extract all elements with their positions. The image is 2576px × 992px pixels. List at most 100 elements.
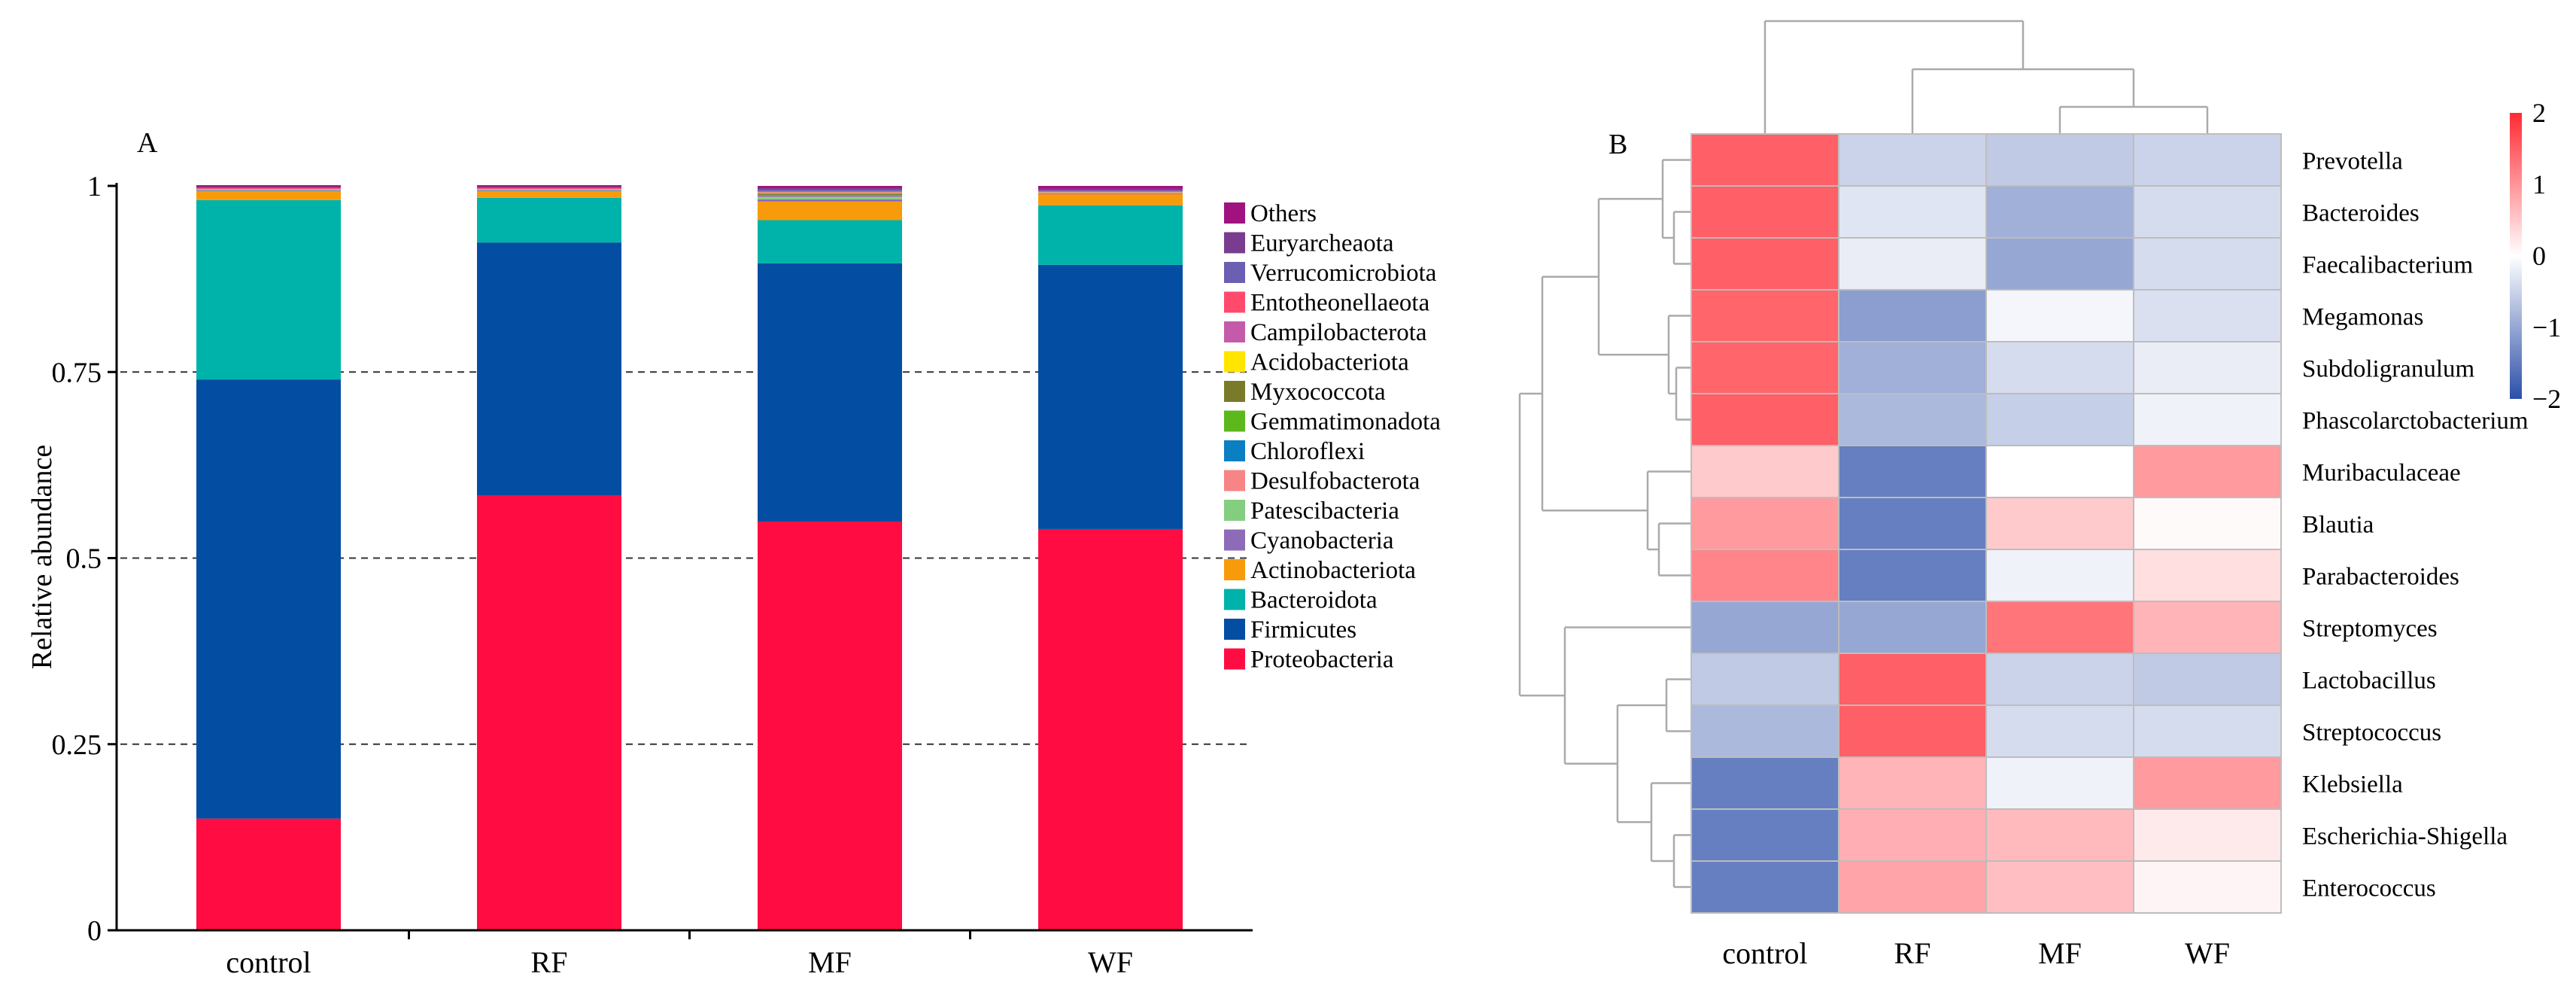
row-label: Muribaculaceae [2302, 460, 2461, 487]
bar-segment-cyanobacteria [196, 190, 341, 191]
color-scale-tick-label: 0 [2532, 241, 2546, 271]
legend-item: Bacteroidota [1224, 587, 1378, 614]
bar-segment-myxococcota [758, 193, 902, 195]
heatmap-cell-muribaculaceae-wf [2133, 445, 2282, 498]
bar-stack-RF [477, 185, 621, 930]
row-label: Klebsiella [2302, 771, 2403, 799]
heatmap-cell-faecalibacterium-mf [1985, 237, 2134, 291]
bar-segment-bacteroidota [196, 199, 341, 380]
heatmap-cell-lactobacillus-rf [1838, 653, 1987, 706]
column-label: control [1722, 936, 1807, 970]
bar-segment-proteobacteria [758, 522, 902, 930]
legend-item: Desulfobacterota [1224, 468, 1420, 495]
heatmap-cell-subdoligranulum-wf [2133, 341, 2282, 394]
bar-segment-patescibacteria [758, 197, 902, 199]
column-label: MF [2038, 936, 2082, 970]
y-tick-label: 0 [87, 915, 102, 947]
heatmap-cells [1690, 133, 2282, 914]
row-label: Phascolarctobacterium [2302, 408, 2529, 435]
heatmap-cell-klebsiella-mf [1985, 756, 2134, 810]
heatmap-cell-muribaculaceae-rf [1838, 445, 1987, 498]
legend-item: Chloroflexi [1224, 438, 1365, 465]
bar-segment-actinobacteriota [196, 190, 341, 200]
bar-segment-cyanobacteria [477, 190, 621, 191]
legend-label: Actinobacteriota [1250, 557, 1416, 584]
heatmap-cell-parabacteroides-control [1690, 549, 1839, 602]
legend-item: Campilobacterota [1224, 319, 1427, 346]
bar-segment-desulfobacterota [477, 188, 621, 190]
column-label: RF [1894, 936, 1931, 970]
legend-item: Actinobacteriota [1224, 557, 1416, 584]
heatmap-cell-prevotella-control [1690, 133, 1839, 187]
bar-segment-bacteroidota [758, 220, 902, 263]
heatmap-cell-muribaculaceae-control [1690, 445, 1839, 498]
y-tick-label: 0.75 [52, 357, 102, 388]
legend: Others Euryarcheaota Verrucomicrobiota Ento… [1224, 200, 1441, 674]
heatmap-cell-lactobacillus-control [1690, 653, 1839, 706]
legend-label: Myxococcota [1250, 379, 1386, 406]
legend-item: Entotheonellaeota [1224, 290, 1430, 317]
legend-swatch [1224, 619, 1245, 640]
y-axis-label: Relative abundance [26, 445, 58, 670]
bar-segment-firmicutes [758, 263, 902, 522]
legend-item: Acidobacteriota [1224, 349, 1409, 376]
legend-label: Chloroflexi [1250, 438, 1365, 465]
panel-a-stacked-bar-chart: A 0 0.25 0.5 0.75 1 control RF MF WF Relative a… [26, 127, 1441, 979]
y-tick-label: 0.5 [66, 543, 102, 575]
panel-b-label: B [1608, 129, 1627, 160]
bar-stack-WF [1038, 186, 1183, 930]
heatmap-cell-megamonas-wf [2133, 289, 2282, 342]
legend-swatch [1224, 470, 1245, 491]
legend-swatch [1224, 440, 1245, 461]
legend-swatch [1224, 291, 1245, 313]
color-scale-tick-label: −2 [2532, 384, 2561, 414]
legend-label: Cyanobacteria [1250, 528, 1394, 555]
heatmap-cell-faecalibacterium-control [1690, 237, 1839, 291]
heatmap-cell-parabacteroides-wf [2133, 549, 2282, 602]
x-tick-label: RF [531, 945, 568, 979]
bar-segment-cyanobacteria [1038, 193, 1183, 194]
legend-label: Campilobacterota [1250, 319, 1427, 346]
y-tick-label: 1 [87, 171, 102, 202]
bar-segment-firmicutes [1038, 264, 1183, 529]
heatmap-cell-faecalibacterium-wf [2133, 237, 2282, 291]
row-label: Prevotella [2302, 148, 2403, 175]
bar-segment-others [477, 185, 621, 187]
bar-segment-entotheonellaeota [758, 190, 902, 192]
legend-label: Euryarcheaota [1250, 230, 1394, 257]
bar-segment-bacteroidota [1038, 205, 1183, 265]
bar-segment-others [758, 186, 902, 188]
color-scale-bar: 2 1 0 −1 −2 [2510, 98, 2561, 414]
heatmap-cell-streptomyces-mf [1985, 601, 2134, 654]
bar-segment-proteobacteria [196, 818, 341, 930]
row-label: Bacteroides [2302, 200, 2420, 227]
legend-item: Patescibacteria [1224, 498, 1399, 525]
heatmap-cell-escherichia-shigella-mf [1985, 808, 2134, 862]
heatmap-cell-phascolarctobacterium-wf [2133, 393, 2282, 446]
panel-b-heatmap: B Prevotella Bacteroides Faecalibacterium M… [1518, 20, 2561, 970]
column-dendrogram [1763, 20, 2209, 134]
legend-item: Verrucomicrobiota [1224, 260, 1437, 287]
row-labels: Prevotella Bacteroides Faecalibacterium Meg… [2302, 148, 2529, 902]
heatmap-cell-enterococcus-rf [1838, 860, 1987, 914]
legend-label: Gemmatimonadota [1250, 409, 1441, 436]
axes [115, 183, 1253, 932]
heatmap-cell-blautia-wf [2133, 497, 2282, 550]
bar-segment-entotheonellaeota [1038, 190, 1183, 192]
heatmap-cell-muribaculaceae-mf [1985, 445, 2134, 498]
legend-item: Euryarcheaota [1224, 230, 1394, 257]
heatmap-cell-phascolarctobacterium-rf [1838, 393, 1987, 446]
bar-stack-MF [758, 186, 902, 930]
x-tick-label: MF [808, 945, 852, 979]
heatmap-cell-bacteroides-mf [1985, 185, 2134, 239]
row-label: Streptococcus [2302, 720, 2441, 747]
legend-label: Patescibacteria [1250, 498, 1399, 525]
heatmap-cell-phascolarctobacterium-control [1690, 393, 1839, 446]
legend-swatch [1224, 321, 1245, 342]
bar-stack-control [196, 185, 341, 930]
bar-segment-euryarcheaota [1038, 188, 1183, 190]
heatmap-cell-lactobacillus-mf [1985, 653, 2134, 706]
legend-item: Cyanobacteria [1224, 528, 1394, 555]
legend-label: Bacteroidota [1250, 587, 1378, 614]
x-tick-labels: control RF MF WF [226, 930, 1133, 979]
